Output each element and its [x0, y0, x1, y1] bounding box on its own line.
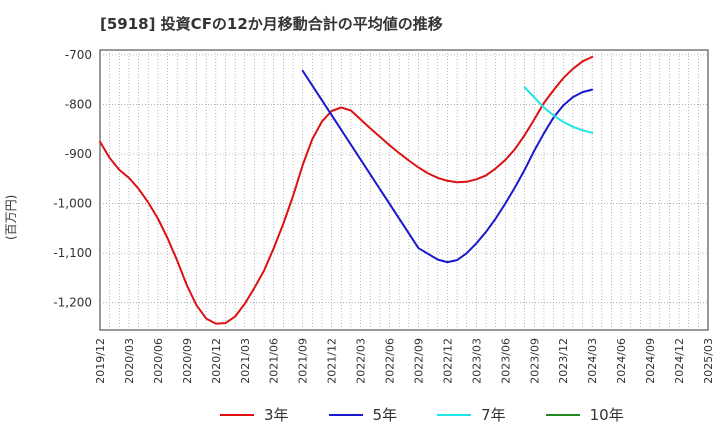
x-tick-label: 2020/06 — [152, 338, 165, 384]
legend-label: 5年 — [372, 406, 398, 424]
y-tick-label: -800 — [65, 98, 92, 112]
legend-item: 10年 — [545, 404, 624, 425]
legend-label: 3年 — [264, 406, 289, 424]
series-line-7年 — [523, 86, 594, 134]
y-tick-label: -1,000 — [53, 197, 92, 211]
y-tick-label: -1,200 — [53, 296, 92, 310]
x-tick-label: 2023/06 — [499, 338, 512, 384]
series-line-3年 — [99, 55, 594, 325]
x-tick-label: 2022/06 — [384, 338, 397, 384]
x-tick-label: 2024/09 — [644, 338, 657, 384]
x-tick-label: 2024/06 — [615, 338, 628, 384]
legend-label: 7年 — [481, 406, 506, 424]
y-tick-label: -700 — [65, 48, 92, 62]
x-tick-label: 2023/03 — [470, 338, 483, 384]
x-tick-label: 2021/06 — [268, 338, 281, 384]
x-tick-label: 2021/12 — [326, 338, 339, 384]
x-tick-label: 2020/03 — [123, 338, 136, 384]
legend-item: 5年 — [328, 404, 398, 425]
legend-swatch — [328, 413, 363, 416]
x-tick-label: 2021/09 — [297, 338, 310, 384]
y-tick-label: -1,100 — [53, 246, 92, 260]
chart-title: [5918] 投資CFの12か月移動合計の平均値の推移 — [100, 15, 443, 33]
plot-area — [99, 49, 709, 331]
x-tick-label: 2023/12 — [557, 338, 570, 384]
x-tick-label: 2022/12 — [441, 338, 454, 384]
legend-swatch — [220, 413, 254, 416]
x-tick-label: 2022/09 — [412, 338, 425, 384]
legend-label: 10年 — [589, 406, 624, 424]
x-tick-label: 2025/03 — [702, 338, 715, 384]
x-tick-label: 2023/09 — [528, 338, 541, 384]
x-tick-label: 2019/12 — [94, 338, 107, 384]
legend-swatch — [545, 413, 580, 416]
x-tick-label: 2021/03 — [239, 338, 252, 384]
series-line-5年 — [301, 69, 594, 264]
legend: 3年 5年 7年 10年 — [220, 404, 664, 425]
x-tick-label: 2020/09 — [181, 338, 194, 384]
x-tick-label: 2020/12 — [210, 338, 223, 384]
y-tick-label: -900 — [65, 147, 92, 161]
legend-item: 7年 — [437, 404, 506, 425]
legend-item: 3年 — [220, 404, 289, 425]
x-tick-label: 2024/03 — [586, 338, 599, 384]
legend-swatch — [437, 413, 472, 416]
x-tick-label: 2024/12 — [673, 338, 686, 384]
x-tick-label: 2022/03 — [355, 338, 368, 384]
